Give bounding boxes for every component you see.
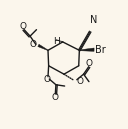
- Text: O: O: [20, 22, 27, 31]
- Text: O: O: [52, 93, 59, 102]
- Text: N: N: [90, 15, 98, 25]
- Polygon shape: [38, 44, 48, 51]
- Text: Br: Br: [95, 45, 105, 55]
- Text: O: O: [76, 77, 83, 86]
- Text: O: O: [29, 40, 36, 49]
- Polygon shape: [79, 48, 94, 51]
- Text: H: H: [53, 37, 60, 46]
- Text: O: O: [86, 59, 93, 68]
- Text: O: O: [44, 75, 51, 84]
